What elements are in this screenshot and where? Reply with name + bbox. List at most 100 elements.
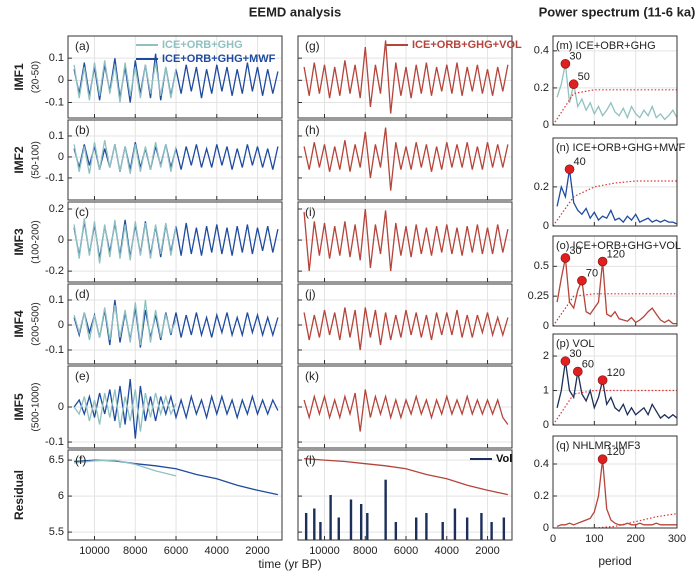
series-line [304, 457, 509, 496]
panel-label: (g) [305, 39, 320, 53]
peak-marker [568, 79, 579, 90]
peak-marker [597, 454, 608, 465]
panel-frame [297, 35, 513, 119]
y-tick-label: 0.2 [534, 490, 549, 502]
panel: 0 0.25 0.5 30 70 120(o) ICE+ORB+GHG+VOL [528, 235, 681, 332]
y-tick-label: 2 [543, 350, 549, 362]
panel-frame [297, 365, 513, 449]
y-tick-label: 0 [543, 522, 549, 534]
panel: (j) [297, 283, 513, 365]
panel: -0.1 0 0.1 (a) IMF1 (20-50) ICE+ORB+GHG ICE+ORB… [12, 35, 283, 119]
y-tick-label: 0.5 [534, 260, 549, 272]
peak-marker [560, 253, 571, 263]
bar [319, 522, 322, 540]
bar [337, 517, 340, 540]
y-tick-label: -0.1 [45, 172, 64, 184]
plot-area [303, 307, 509, 351]
series-line [556, 459, 677, 528]
peak-marker [597, 375, 608, 385]
plot-area [303, 389, 509, 432]
y-tick-label: 1 [543, 384, 549, 396]
panel: 0 100 200 300 0 0.2 0.4 120(q) NHLMR-IMF3 [534, 435, 686, 545]
panel-label: (c) [75, 205, 89, 219]
bar [384, 479, 387, 540]
y-tick-label: -0.1 [45, 436, 64, 448]
panel-label: (j) [305, 287, 316, 301]
significance-line [553, 389, 677, 425]
panel-frame [297, 449, 513, 541]
y-axis-sublabel: (20-50) [31, 61, 42, 93]
panel-label: (i) [305, 205, 316, 219]
y-tick-label: 0.1 [49, 294, 64, 306]
y-axis-sublabel: (50-100) [31, 141, 42, 179]
panel: (h) [297, 119, 513, 201]
x-tick-label: 10000 [309, 545, 340, 557]
peak-label: 70 [586, 268, 598, 280]
plot-area [73, 140, 279, 174]
panel-frame [67, 283, 283, 365]
panel-label: (b) [75, 123, 90, 137]
plot-area [303, 127, 509, 191]
panel-background [68, 202, 282, 282]
peak-label: 60 [582, 358, 594, 370]
bar [313, 508, 316, 540]
y-axis-label: IMF3 [12, 228, 26, 256]
y-tick-label: 0.25 [528, 290, 549, 302]
bar [329, 495, 332, 540]
significance-line [553, 293, 677, 326]
panel-label: (h) [305, 123, 320, 137]
peak-marker [560, 59, 571, 69]
series-line [556, 63, 677, 121]
x-tick-label: 4000 [435, 545, 459, 557]
y-tick-label: 0.1 [49, 52, 64, 64]
panel-frame [67, 35, 283, 119]
y-tick-label: 0.4 [534, 458, 549, 470]
bar [304, 513, 308, 540]
y-tick-label: -0.1 [45, 96, 64, 108]
y-tick-label: 6 [58, 490, 64, 502]
panel: 10000 8000 6000 4000 2000 5.5 6 6.5 (f) Residual [12, 449, 283, 557]
x-tick-label: 0 [550, 533, 556, 545]
bar [480, 513, 483, 540]
y-axis-label: Residual [12, 470, 26, 520]
panel-frame [297, 201, 513, 283]
plot-area [73, 378, 279, 439]
bar [490, 522, 493, 540]
plot-area [303, 40, 509, 114]
y-tick-label: 0 [58, 319, 64, 331]
y-axis-sublabel: (100-200) [31, 220, 42, 263]
legend-label: ICE+ORB+GHG+VOL [412, 39, 522, 51]
y-tick-label: 0 [58, 74, 64, 86]
bar [359, 504, 363, 540]
series-line [303, 40, 509, 114]
y-axis-label: IMF4 [12, 310, 26, 338]
bar [425, 513, 428, 540]
series-line [556, 257, 677, 325]
x-tick-label: 2000 [245, 545, 269, 557]
series-line [73, 60, 177, 103]
peak-label: 30 [569, 245, 581, 257]
x-tick-label: 10000 [79, 545, 110, 557]
y-tick-label: -0.2 [45, 265, 64, 277]
series-line [73, 389, 177, 432]
y-tick-label: 0 [58, 401, 64, 413]
series-line [74, 459, 177, 477]
panel-background [553, 334, 677, 425]
panel-frame [67, 365, 283, 449]
panel-background [68, 120, 282, 200]
panel-background [298, 120, 512, 200]
y-tick-label: 0 [543, 419, 549, 431]
panel: 0 0.2 0.4 30 50 (m) ICE+OBR+GHG [534, 35, 678, 131]
panel-label: (d) [75, 287, 90, 301]
series-line [303, 208, 509, 272]
panel-background [298, 450, 512, 540]
legend-label: ICE+ORB+GHG [162, 39, 243, 51]
bar [441, 522, 444, 540]
x-tick-label: 8000 [123, 545, 147, 557]
plot-area [304, 457, 509, 540]
y-axis-sublabel: (200-500) [31, 302, 42, 345]
series-line [73, 140, 177, 174]
panel-frame [552, 435, 678, 529]
panel-frame [67, 201, 283, 283]
panel-background [298, 202, 512, 282]
